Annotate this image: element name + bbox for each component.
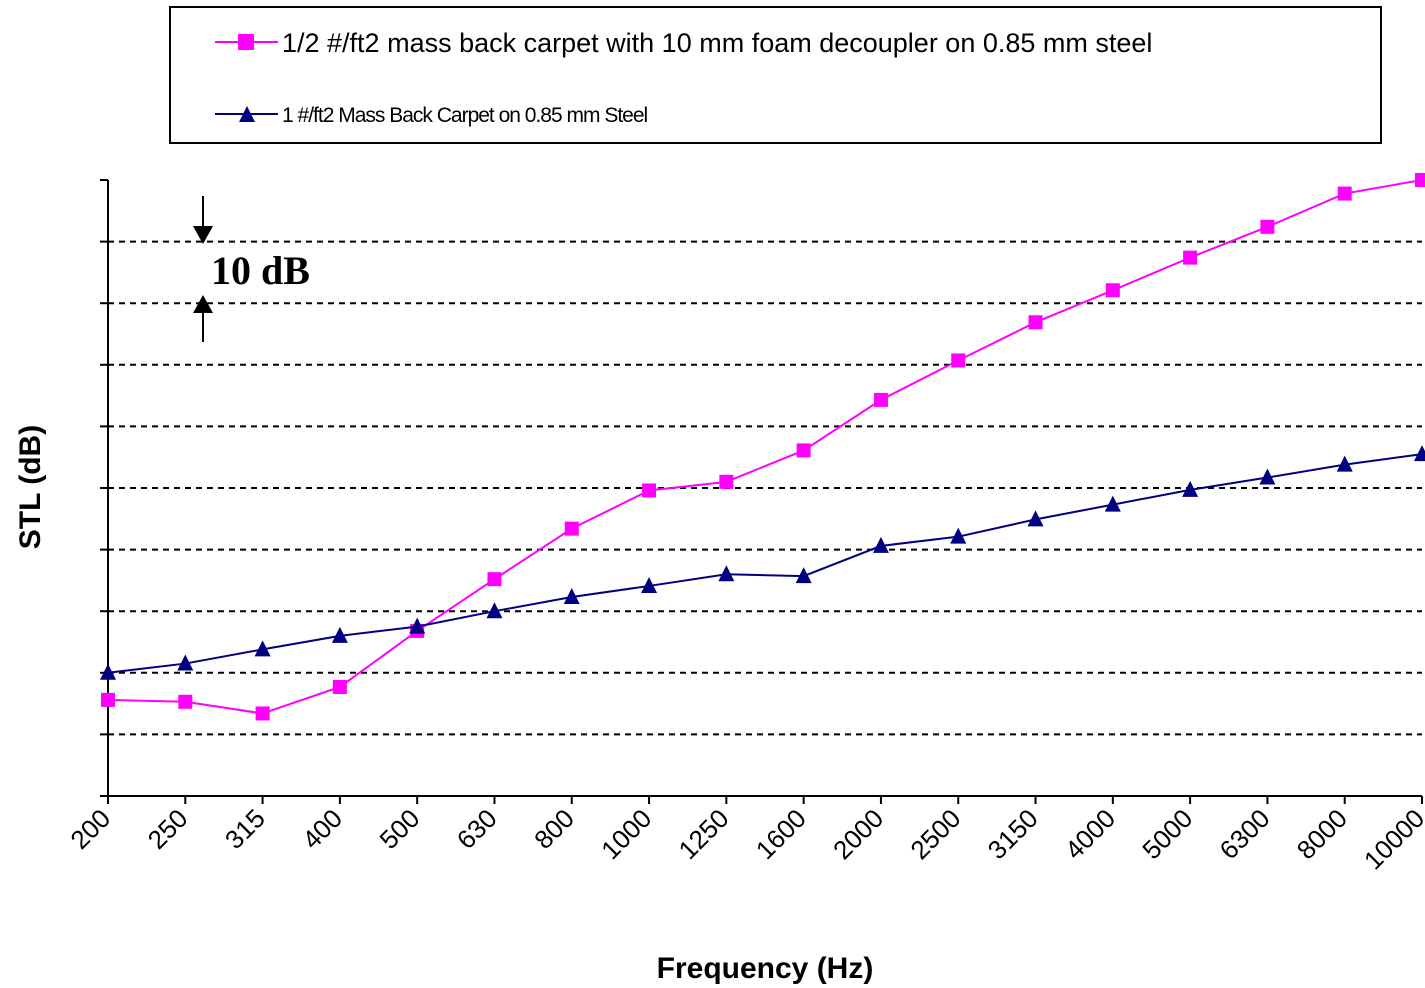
x-tick-label: 250 (142, 803, 194, 855)
x-tick-label: 6300 (1214, 803, 1276, 865)
y-axis-title: STL (dB) (14, 425, 47, 549)
data-point-series-2 (718, 565, 735, 582)
x-tick-label: 200 (64, 803, 116, 855)
x-tick-label: 315 (219, 803, 271, 855)
x-tick-label: 630 (451, 803, 503, 855)
data-point-series-2 (641, 576, 658, 593)
x-tick-label: 8000 (1291, 803, 1353, 865)
x-tick-label: 2500 (904, 803, 966, 865)
annotation-10db: 10 dB (193, 196, 310, 342)
grid-lines (108, 240, 1422, 736)
data-point-series-2 (1182, 480, 1199, 497)
legend-marker-series-1 (238, 34, 254, 50)
data-point-series-1 (1183, 250, 1198, 265)
data-point-series-1 (796, 443, 811, 458)
x-tick-label: 1600 (750, 803, 812, 865)
x-tick-label: 10000 (1358, 803, 1425, 875)
data-point-series-1 (564, 521, 579, 536)
x-tick-label: 1000 (595, 803, 657, 865)
x-tick-label: 800 (528, 803, 580, 855)
annotation-arrowhead-down (193, 226, 213, 244)
data-point-series-2 (795, 567, 812, 584)
x-tick-label: 4000 (1059, 803, 1121, 865)
data-point-series-1 (1415, 173, 1425, 187)
data-point-series-2 (100, 663, 116, 680)
data-point-series-2 (1104, 495, 1121, 512)
data-point-series-1 (1028, 315, 1043, 330)
legend: 1/2 #/ft2 mass back carpet with 10 mm fo… (169, 6, 1382, 144)
x-tick-label: 5000 (1136, 803, 1198, 865)
x-tick-labels: 200 250 315 400 500 630 800 1000 1250 1600 2000 250… (64, 803, 1425, 875)
data-point-series-1 (255, 706, 270, 721)
x-tick-label: 1250 (672, 803, 734, 865)
data-point-series-2 (950, 527, 967, 544)
x-tick-label: 3150 (982, 803, 1044, 865)
data-point-series-2 (563, 588, 580, 605)
data-point-series-2 (1027, 510, 1044, 527)
legend-marker-series-2 (239, 106, 255, 122)
data-point-series-2 (409, 617, 426, 634)
x-tick-label: 400 (296, 803, 348, 855)
x-tick-label: 2000 (827, 803, 889, 865)
data-point-series-1 (332, 679, 347, 694)
data-point-series-2 (486, 602, 503, 619)
data-point-series-1 (487, 572, 502, 587)
data-point-series-2 (1336, 455, 1353, 472)
legend-label-series-1: 1/2 #/ft2 mass back carpet with 10 mm fo… (282, 28, 1152, 58)
data-point-series-1 (642, 483, 657, 498)
x-tick-label: 500 (374, 803, 426, 855)
data-point-series-1 (178, 694, 193, 709)
legend-box (169, 6, 1382, 144)
annotation-arrowhead-up (193, 295, 213, 313)
data-point-series-2 (872, 536, 889, 553)
data-point-series-1 (873, 392, 888, 407)
data-point-series-2 (177, 654, 194, 671)
data-point-series-1 (1260, 219, 1275, 234)
series-line-2 (107, 453, 1423, 674)
series-line-1 (107, 179, 1423, 715)
data-point-series-1 (1337, 186, 1352, 201)
x-axis-title: Frequency (Hz) (657, 952, 874, 985)
data-point-series-1 (1105, 283, 1120, 298)
data-point-series-1 (101, 692, 115, 707)
data-point-series-2 (331, 626, 348, 643)
data-point-series-2 (1414, 445, 1425, 462)
data-point-series-2 (254, 640, 271, 657)
data-point-series-1 (719, 474, 734, 489)
data-point-series-2 (1259, 468, 1276, 485)
annotation-label: 10 dB (211, 248, 310, 293)
legend-label-series-2: 1 #/ft2 Mass Back Carpet on 0.85 mm Stee… (282, 104, 648, 127)
series-layer (100, 173, 1425, 721)
data-point-series-1 (951, 353, 966, 368)
